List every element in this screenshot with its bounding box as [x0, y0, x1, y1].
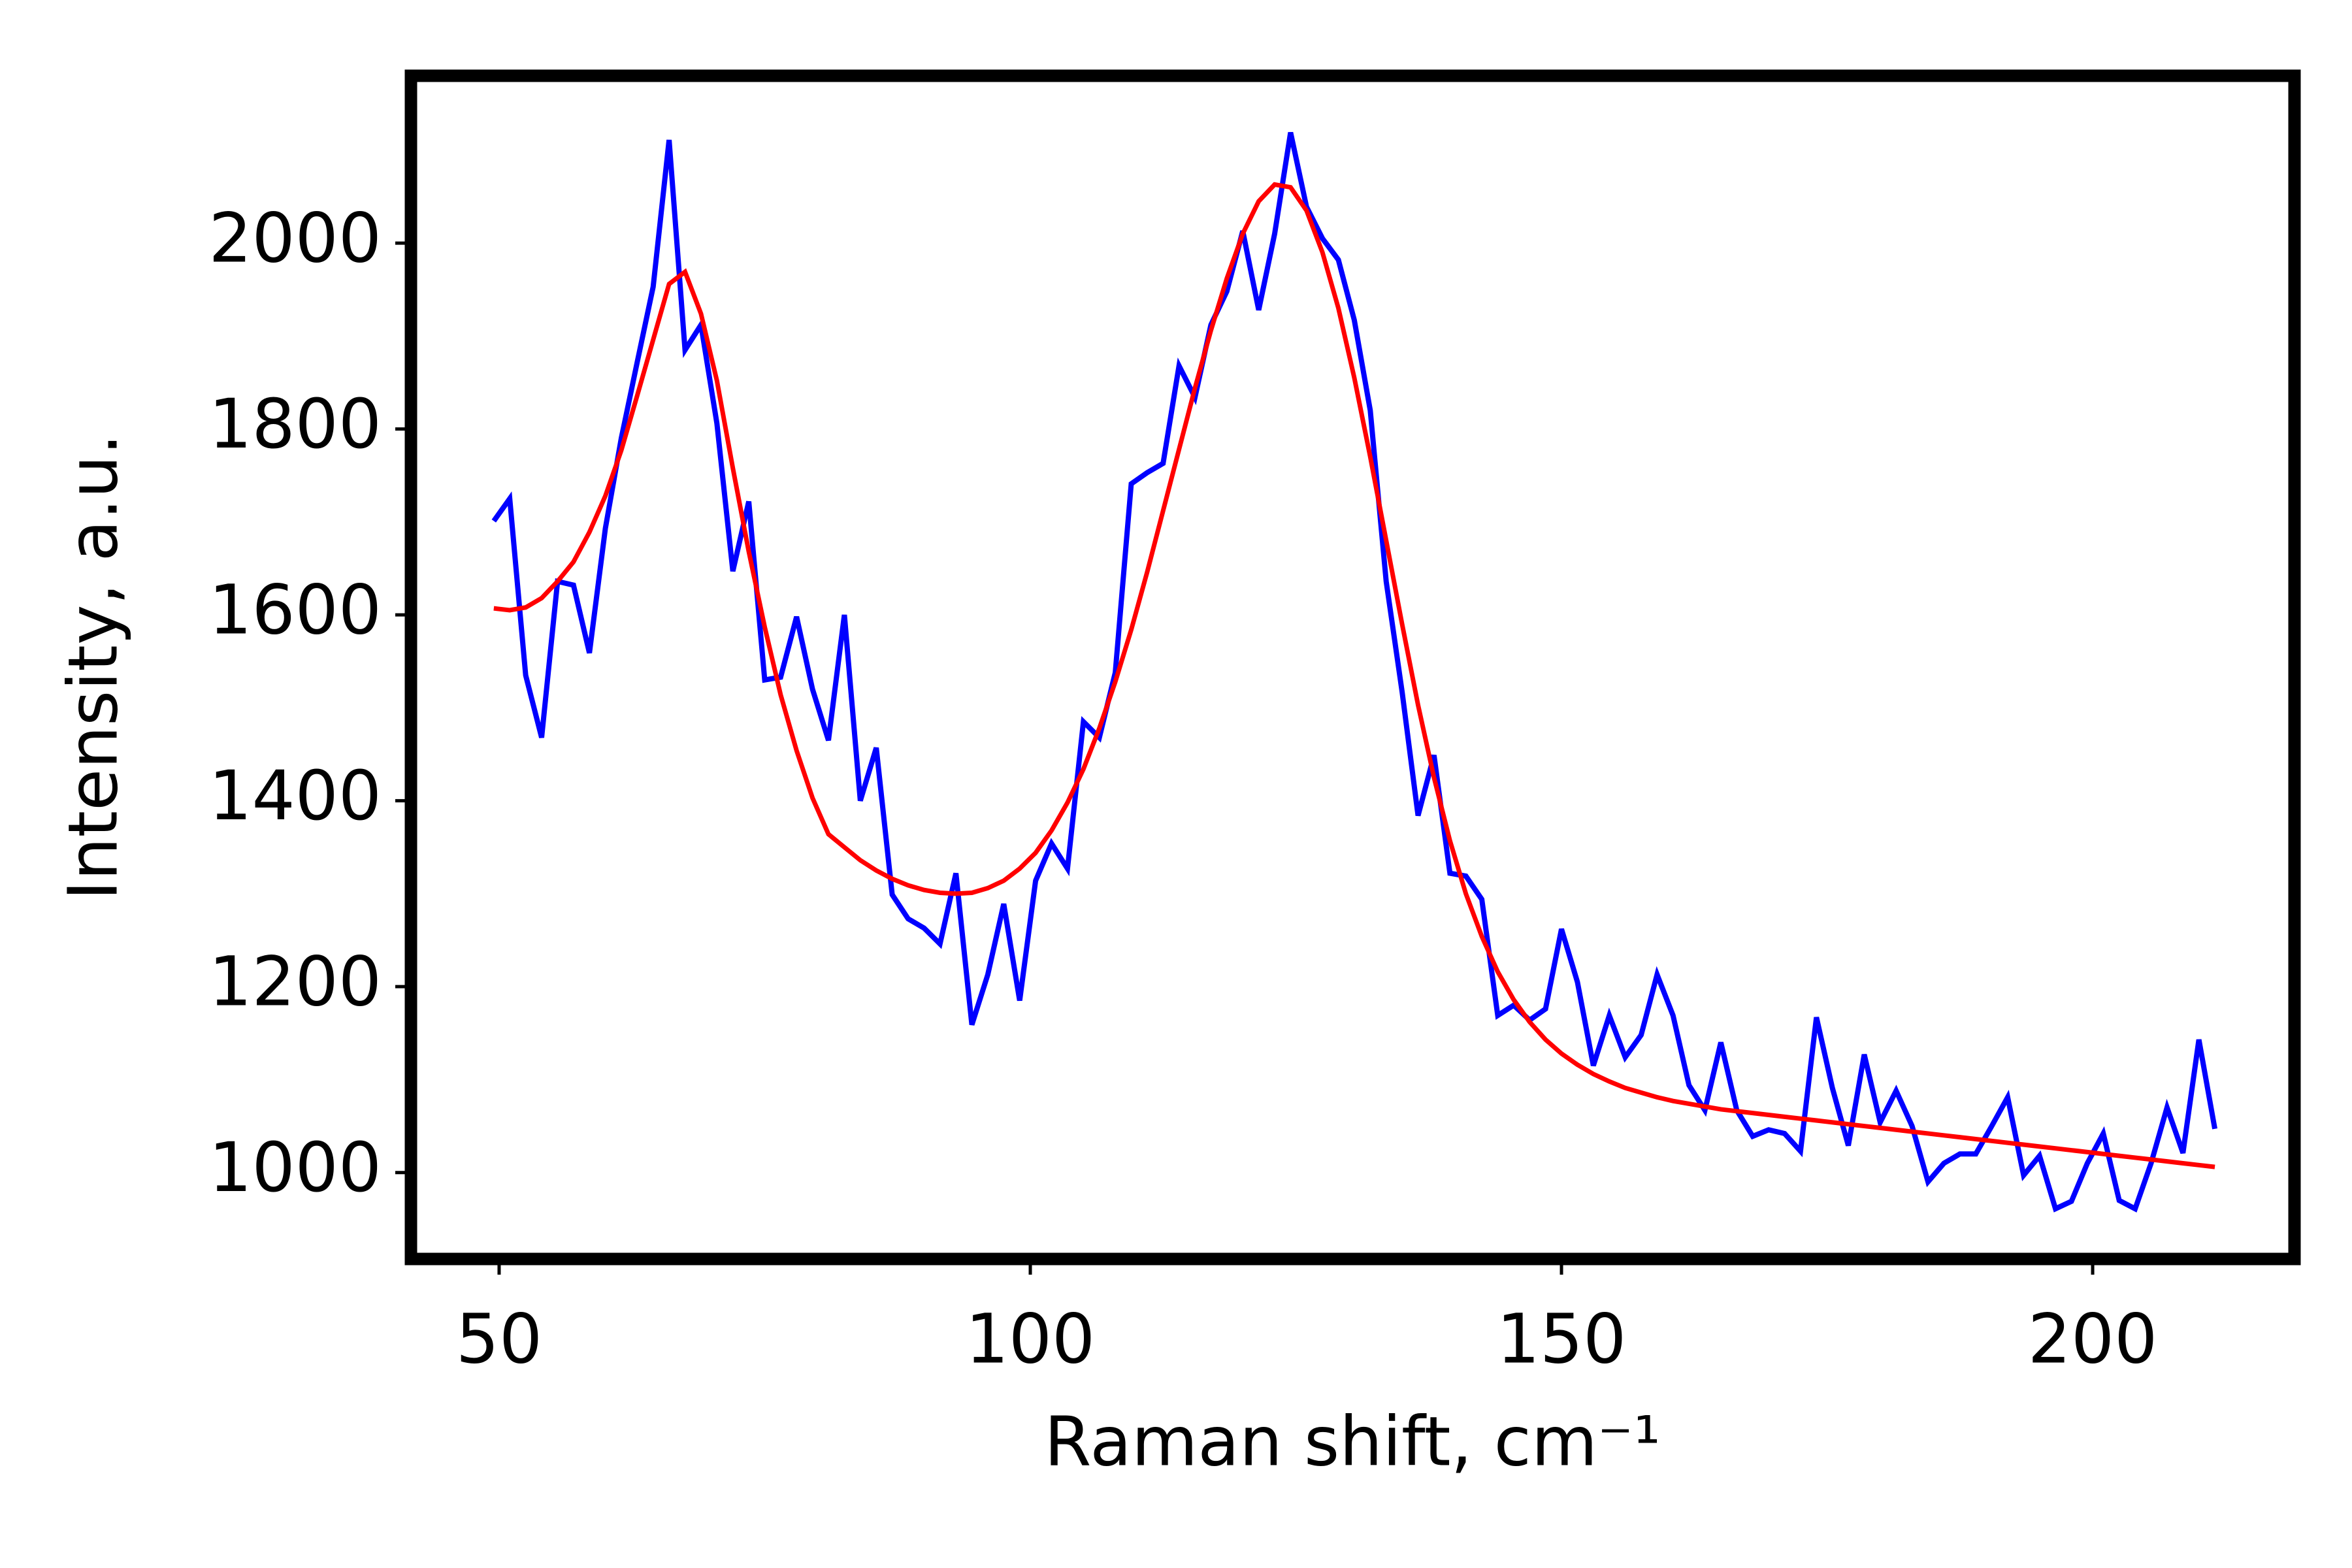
- x-tick-label: 200: [2028, 1299, 2158, 1379]
- data-line: [491, 131, 2217, 1213]
- y-axis-label: Intensity, a.u.: [53, 434, 133, 901]
- x-tick-label: 150: [1497, 1299, 1627, 1379]
- plot-frame: [404, 69, 2301, 1266]
- y-tick-label: 1600: [208, 570, 382, 649]
- x-tick-label: 100: [966, 1299, 1096, 1379]
- y-tick-label: 1000: [208, 1128, 382, 1207]
- y-tick-label: 1200: [208, 941, 382, 1021]
- y-tick-label: 2000: [208, 198, 382, 278]
- x-axis-label: Raman shift, cm⁻¹: [1044, 1401, 1660, 1481]
- x-tick-label: 50: [456, 1299, 542, 1379]
- y-tick-label: 1400: [208, 756, 382, 836]
- data-line: [493, 182, 2215, 1169]
- y-tick-label: 1800: [208, 384, 382, 464]
